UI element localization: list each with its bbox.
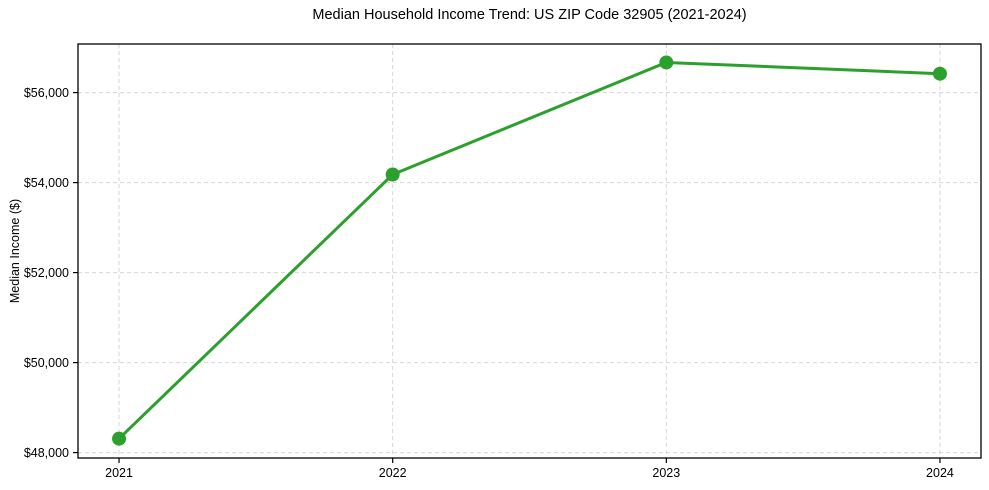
data-point-2021 bbox=[112, 431, 127, 446]
y-axis-label: Median Income ($) bbox=[8, 198, 22, 304]
income-trend-line bbox=[117, 60, 942, 441]
data-point-2022 bbox=[385, 167, 400, 182]
axes-spines bbox=[77, 43, 982, 459]
x-tick-label: 2024 bbox=[926, 466, 954, 480]
y-tick-label: $50,000 bbox=[24, 356, 69, 370]
y-tick-label: $48,000 bbox=[24, 446, 69, 460]
y-tick-label: $54,000 bbox=[24, 176, 69, 190]
x-tick-label: 2021 bbox=[105, 466, 133, 480]
x-tick-label: 2022 bbox=[379, 466, 407, 480]
y-tick-label: $52,000 bbox=[24, 266, 69, 280]
data-point-2023 bbox=[659, 55, 674, 70]
y-tick-label: $56,000 bbox=[24, 86, 69, 100]
x-tick-label: 2023 bbox=[652, 466, 680, 480]
data-point-2024 bbox=[932, 66, 947, 81]
chart-title: Median Household Income Trend: US ZIP Co… bbox=[312, 7, 747, 23]
